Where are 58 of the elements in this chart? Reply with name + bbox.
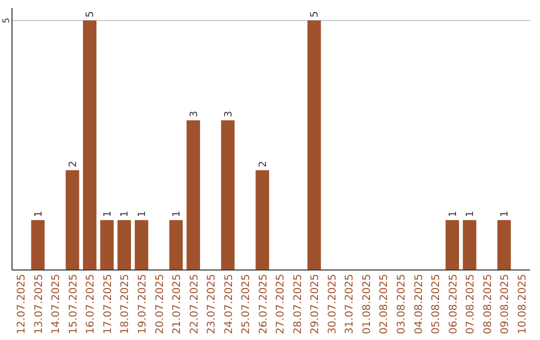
bar [497,220,511,270]
data-label: 2 [258,160,269,168]
x-tick-label: 21.07.2025 [171,274,184,334]
data-label: 1 [500,210,511,218]
x-tick-label: 12.07.2025 [16,274,28,334]
x-tick-label: 22.07.2025 [188,274,200,334]
bar [462,220,476,270]
x-tick-label: 04.08.2025 [412,274,425,334]
bar [307,20,321,270]
data-label: 5 [85,11,96,18]
x-tick-label: 15.07.2025 [67,274,80,334]
bar [82,20,96,270]
x-tick-label: 23.07.2025 [206,274,218,334]
x-tick-label: 26.07.2025 [257,274,270,334]
x-tick-label: 18.07.2025 [119,274,132,334]
x-tick-label: 31.07.2025 [344,274,356,334]
data-label: 3 [223,110,234,118]
data-label: 1 [465,210,476,218]
bar [221,120,235,270]
data-label: 1 [172,210,183,218]
x-tick-label: 07.08.2025 [464,274,477,334]
bar [118,220,131,270]
x-tick-label: 17.07.2025 [102,274,114,334]
data-label: 2 [68,160,79,168]
x-tick-label: 01.08.2025 [360,274,373,334]
bar [446,220,460,270]
x-tick-label: 13.07.2025 [32,274,45,334]
data-label: 1 [102,210,114,218]
x-tick-label: 30.07.2025 [326,274,338,334]
x-tick-label: 03.08.2025 [396,274,408,334]
bar [186,120,200,270]
bar [100,220,114,270]
x-tick-label: 25.07.2025 [240,274,252,334]
data-label: 3 [188,110,200,118]
x-tick-label: 02.08.2025 [378,274,390,334]
bar [169,220,183,270]
data-label: 5 [310,11,321,18]
x-tick-label: 14.07.2025 [50,274,62,334]
data-label: 1 [120,210,131,218]
data-label: 1 [33,210,44,218]
bar [66,170,80,270]
x-tick-label: 09.08.2025 [499,274,512,334]
bar [31,220,45,270]
x-tick-label: 28.07.2025 [292,274,304,334]
data-label: 1 [137,210,148,218]
x-tick-label: 19.07.2025 [136,274,148,334]
x-tick-label: 27.07.2025 [274,274,287,334]
x-tick-label: 08.08.2025 [482,274,494,334]
data-label: 1 [448,210,459,218]
x-tick-label: 24.07.2025 [222,274,235,334]
x-tick-label: 29.07.2025 [309,274,322,334]
bar [134,220,148,270]
x-tick-label: 05.08.2025 [430,274,442,334]
bar [256,170,270,270]
x-tick-label: 06.08.2025 [447,274,460,334]
x-tick-label: 10.08.2025 [516,274,528,334]
x-tick-label: 20.07.2025 [154,274,166,334]
x-tick-label: 16.07.2025 [84,274,97,334]
